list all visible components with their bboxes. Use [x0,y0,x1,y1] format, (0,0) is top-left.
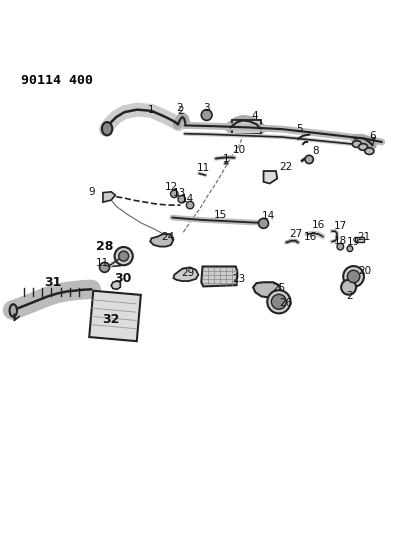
Text: 24: 24 [161,232,175,241]
Text: 10: 10 [233,146,247,155]
Text: 31: 31 [44,276,62,289]
Circle shape [343,266,364,287]
Circle shape [347,270,360,282]
Text: 26: 26 [280,298,293,308]
Circle shape [119,251,129,261]
Text: 14: 14 [181,194,194,204]
Circle shape [271,294,286,309]
Circle shape [259,219,269,228]
Text: 16: 16 [312,220,325,230]
Circle shape [186,201,194,209]
Ellipse shape [365,148,374,155]
Text: 22: 22 [279,162,292,172]
Text: 3: 3 [203,103,210,113]
Polygon shape [111,281,120,289]
Text: 17: 17 [334,221,347,231]
Bar [355,237,364,243]
Circle shape [305,155,313,164]
Text: 2: 2 [346,292,353,301]
Text: 90114 400: 90114 400 [21,74,93,86]
Text: 25: 25 [272,283,286,293]
Ellipse shape [352,141,361,148]
Text: 4: 4 [252,111,259,122]
Text: 1: 1 [148,104,155,115]
Text: 2: 2 [176,103,183,113]
Circle shape [337,243,344,250]
Bar [89,290,141,341]
Text: 30: 30 [114,272,131,285]
Circle shape [347,246,353,252]
Text: 15: 15 [213,209,227,220]
Circle shape [267,290,290,313]
Text: 19: 19 [347,237,360,247]
Polygon shape [150,234,173,247]
Circle shape [341,280,356,295]
Polygon shape [201,266,237,286]
Polygon shape [264,171,277,183]
Text: 23: 23 [232,274,245,284]
Text: 14: 14 [262,211,276,221]
Text: 16: 16 [304,232,317,241]
Text: 6: 6 [369,131,376,141]
Circle shape [201,110,212,120]
Text: 18: 18 [334,236,347,246]
Text: 32: 32 [103,313,120,326]
Text: 7: 7 [369,137,376,147]
Circle shape [115,247,133,265]
Polygon shape [253,282,281,297]
Text: 11: 11 [96,258,110,268]
Polygon shape [173,268,198,281]
Ellipse shape [359,144,368,150]
Circle shape [171,190,178,198]
Text: 11: 11 [197,163,210,173]
Text: 29: 29 [181,268,194,278]
Text: 8: 8 [312,146,319,156]
Text: 27: 27 [289,229,302,239]
Text: 1: 1 [223,155,229,164]
Ellipse shape [10,304,17,317]
Text: 20: 20 [358,266,371,277]
Text: 12: 12 [164,182,178,192]
Text: 2: 2 [177,106,184,116]
Circle shape [178,196,186,203]
Ellipse shape [102,122,112,135]
Text: 5: 5 [296,124,303,134]
Circle shape [100,262,110,272]
Polygon shape [103,192,115,202]
Text: 28: 28 [96,240,113,253]
Text: 13: 13 [173,188,186,198]
Text: 21: 21 [358,232,371,241]
Text: 9: 9 [88,187,95,197]
Bar [232,120,261,134]
